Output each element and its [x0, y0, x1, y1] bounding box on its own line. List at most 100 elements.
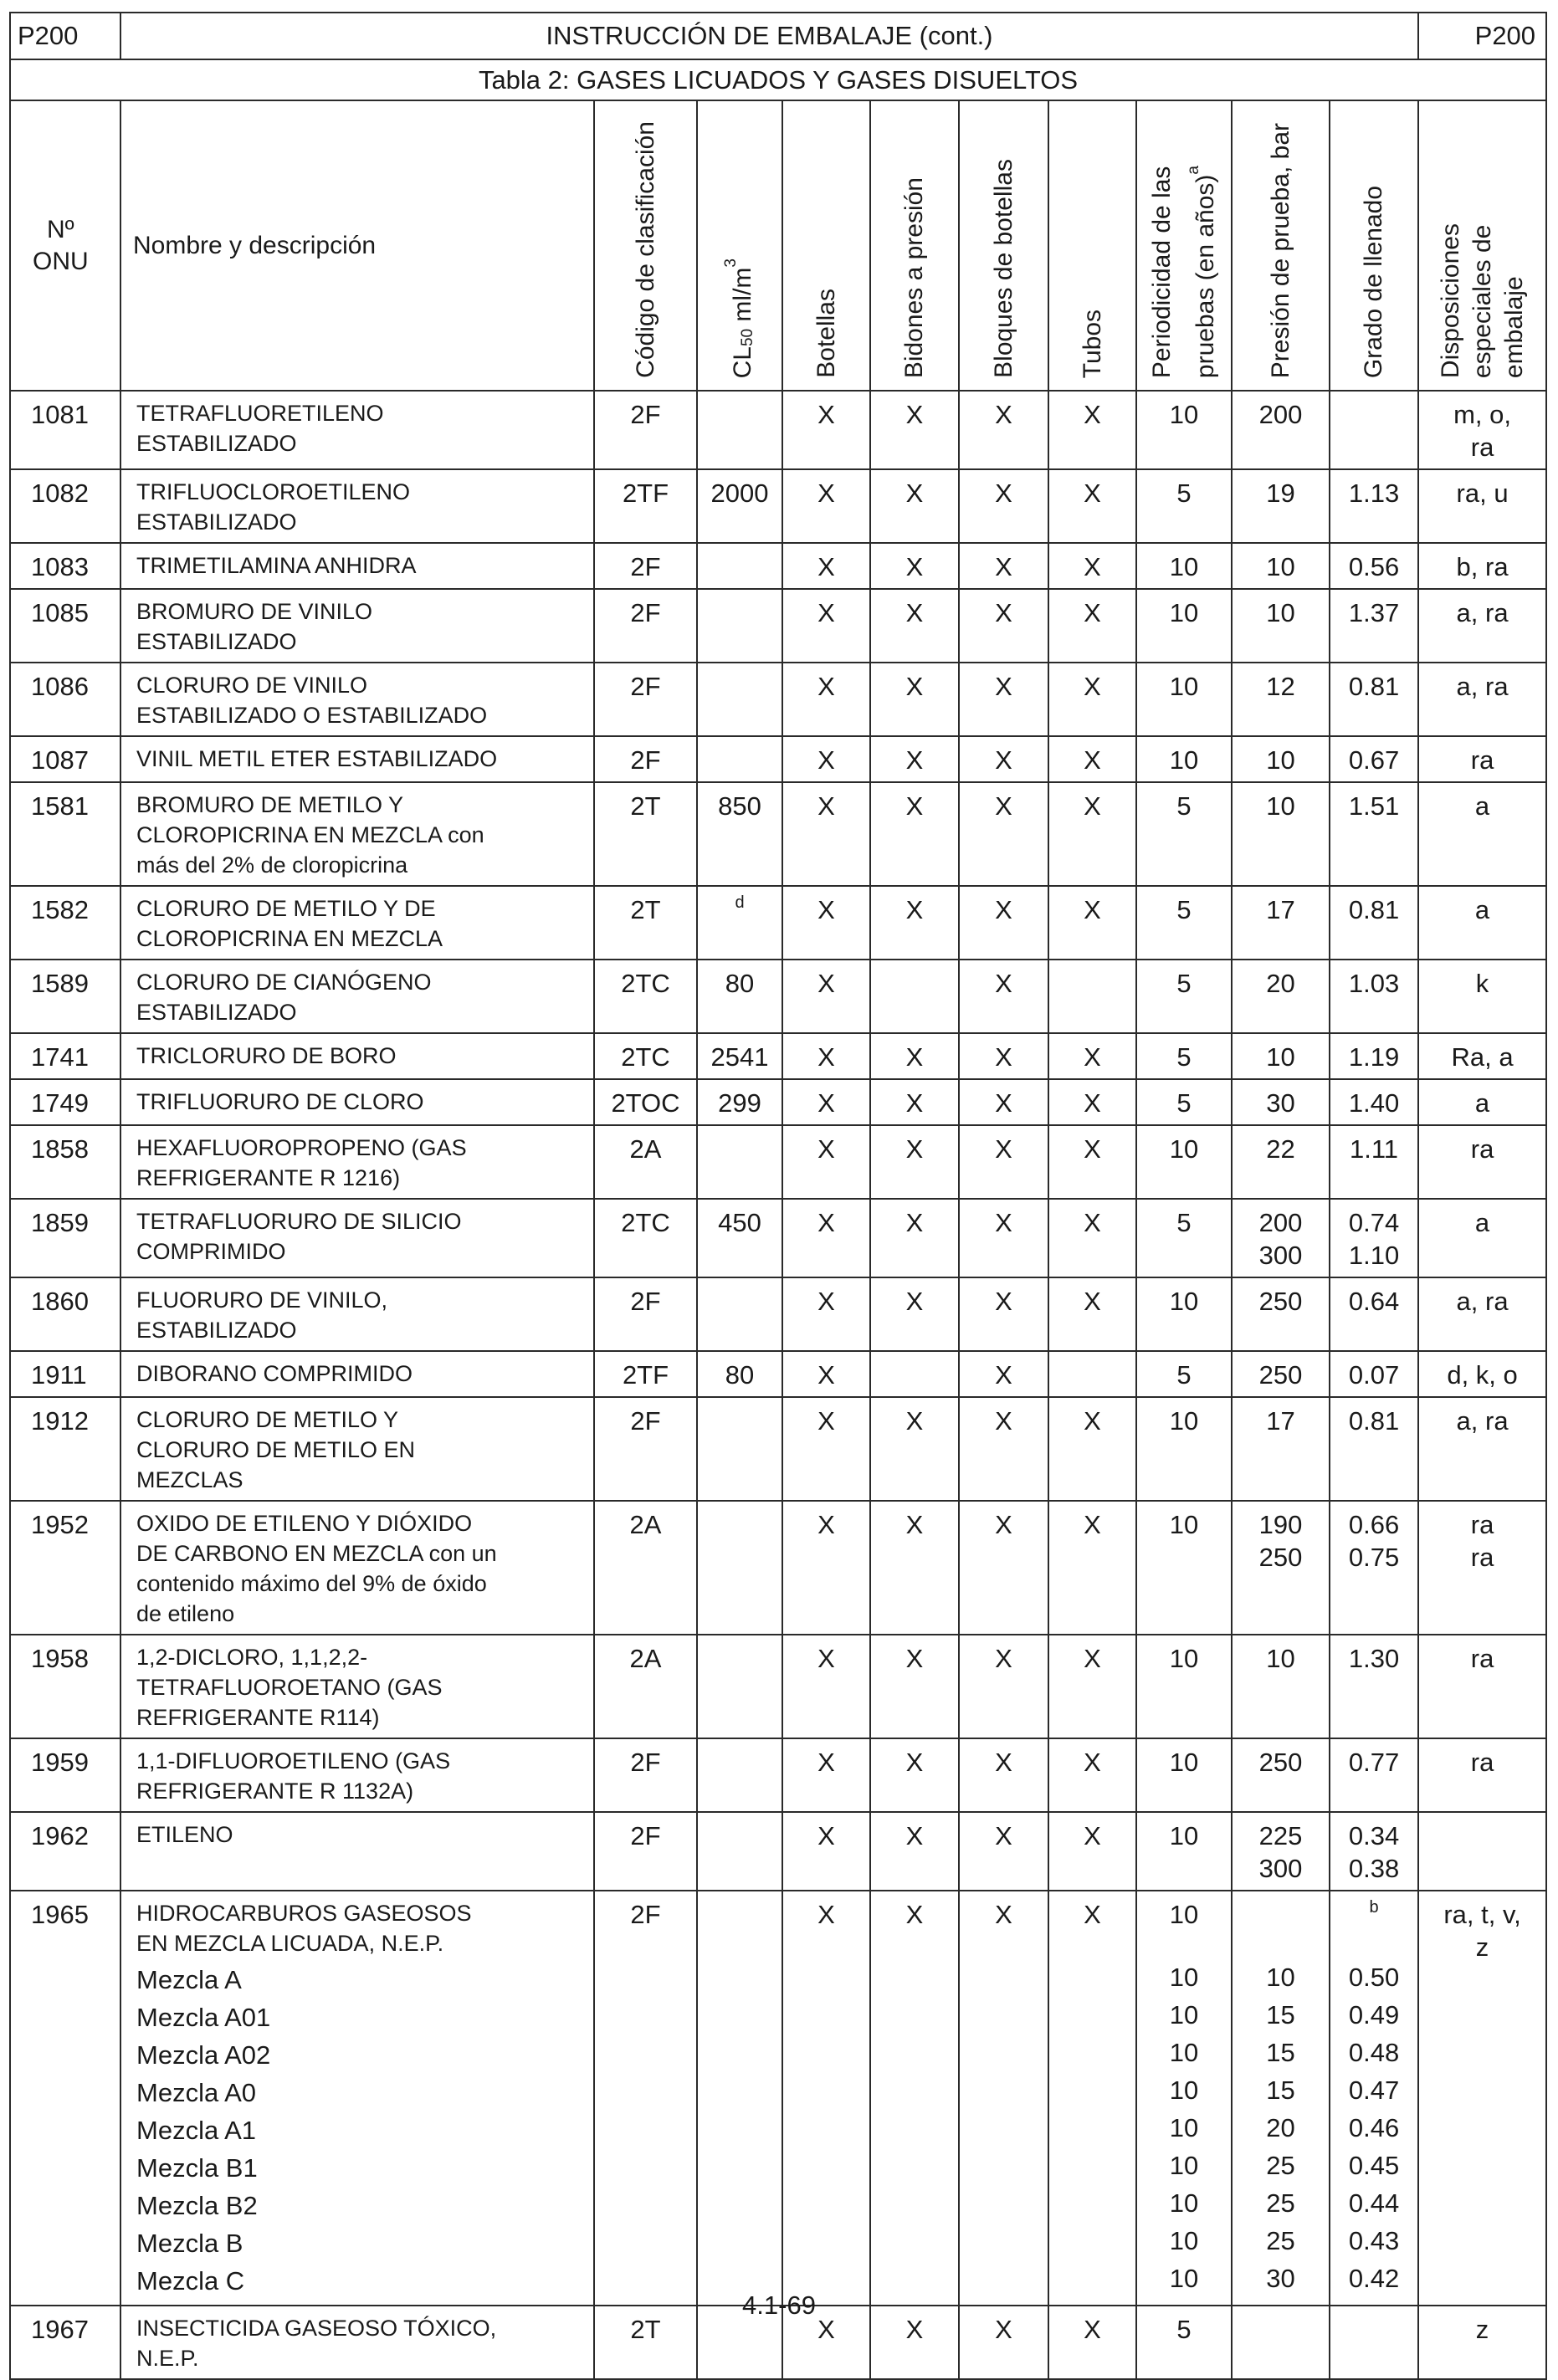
substance-name-line: REFRIGERANTE R114) — [136, 1705, 380, 1730]
mixture-test-pressure: 10 — [1266, 1963, 1295, 1992]
classification-code: 2F — [593, 542, 698, 590]
mixture-test-period: 10 — [1169, 2113, 1199, 2142]
substance-name: CLORURO DE METILO Y DE CLOROPICRINA EN ME… — [120, 885, 595, 960]
test-period: 10 — [1135, 390, 1233, 470]
mixture-filling-ratio: 0.44 — [1348, 2188, 1400, 2218]
special-provisions-value: d, k, o — [1447, 1360, 1518, 1390]
cl50-value — [696, 1811, 783, 1891]
pressure-drums-mark: X — [869, 1634, 960, 1739]
substance-name: CLORURO DE CIANÓGENO ESTABILIZADO — [120, 959, 595, 1034]
test-pressure-value: 17 — [1266, 895, 1295, 924]
substance-name: TRIFLUOCLOROETILENO ESTABILIZADO — [120, 468, 595, 544]
cl50-value — [696, 390, 783, 470]
cylinders-mark: X — [782, 1811, 871, 1891]
special-provisions-value: ra — [1470, 1644, 1494, 1673]
test-period: 10 — [1135, 1396, 1233, 1502]
test-pressure-value: 250 — [1258, 1287, 1303, 1316]
onu-number: 1965 — [9, 1890, 121, 2306]
cl50-footnote-mark: d — [735, 893, 745, 912]
substance-name-line: OXIDO DE ETILENO Y DIÓXIDO — [136, 1511, 473, 1536]
classification-code: 2A — [593, 1124, 698, 1200]
test-period: 5 — [1135, 468, 1233, 544]
test-period-value: 5 — [1176, 1088, 1192, 1118]
filling-ratio: 1.13 — [1328, 468, 1420, 544]
substance-name-line: CLORURO DE VINILO — [136, 673, 368, 698]
test-pressure: 225 300 — [1231, 1811, 1330, 1891]
test-period-value: 10 — [1169, 1900, 1199, 1929]
test-pressure: 250 — [1231, 1738, 1330, 1813]
filling-ratio: 0.34 0.38 — [1328, 1811, 1420, 1891]
test-period: 10 — [1135, 1634, 1233, 1739]
bundles-mark: X — [958, 1811, 1049, 1891]
special-provisions: ra, t, v, z — [1417, 1890, 1548, 2306]
mixture-test-pressure: 15 — [1266, 2075, 1295, 2105]
substance-name-line: HIDROCARBUROS GASEOSOS — [136, 1901, 472, 1926]
test-pressure: 10 — [1231, 588, 1330, 663]
test-pressure: 20 — [1231, 959, 1330, 1034]
bundles-mark: X — [958, 390, 1049, 470]
col-name: Nombre y descripción — [120, 100, 595, 392]
test-period: 5 — [1135, 781, 1233, 887]
table-row: 1911 DIBORANO COMPRIMIDO 2TF 80 X X 5 250 0.07 d,… — [9, 1350, 1548, 1398]
test-pressure-value: 30 — [1266, 1088, 1295, 1118]
test-period: 5 — [1135, 1078, 1233, 1126]
special-provisions: a, ra — [1417, 588, 1548, 663]
substance-name-line: CLOROPICRINA EN MEZCLA — [136, 926, 443, 951]
col-cl50: CL50 ml/m3 — [696, 100, 783, 392]
col-filling-ratio: Grado de llenado — [1328, 100, 1420, 392]
pressure-drums-mark: X — [869, 1032, 960, 1080]
test-period-value: 5 — [1176, 895, 1192, 924]
test-period-value: 10 — [1169, 745, 1199, 775]
substance-name-line: N.E.P. — [136, 2346, 199, 2371]
cl50-value: d — [696, 885, 783, 960]
classification-code: 2F — [593, 1738, 698, 1813]
substance-name-line: TRIFLUOCLOROETILENO — [136, 479, 411, 504]
special-provisions-value: a, ra — [1456, 672, 1509, 701]
test-period-value: 10 — [1169, 1510, 1199, 1539]
table-row: 1083 TRIMETILAMINA ANHIDRA 2F X X X X 10 10 0.56 b… — [9, 542, 1548, 590]
special-provisions-value: z — [1475, 1932, 1489, 1962]
cylinders-mark: X — [782, 1198, 871, 1278]
pressure-drums-mark — [869, 959, 960, 1034]
test-pressure-value: 10 — [1266, 745, 1295, 775]
table-row: 1749 TRIFLUORURO DE CLORO 2TOC 299 X X X X 5 30 1.… — [9, 1078, 1548, 1126]
mixture-name: Mezcla A01 — [136, 2003, 271, 2032]
cylinders-mark: X — [782, 1634, 871, 1739]
header-title: INSTRUCCIÓN DE EMBALAJE (cont.) — [119, 12, 1420, 60]
special-provisions: ra, u — [1417, 468, 1548, 544]
tubes-mark: X — [1048, 1198, 1137, 1278]
special-provisions: a — [1417, 1198, 1548, 1278]
tubes-mark: X — [1048, 885, 1137, 960]
test-pressure: 17 — [1231, 1396, 1330, 1502]
tubes-mark: X — [1048, 1500, 1137, 1635]
special-provisions-value: a — [1474, 1208, 1490, 1237]
table-title: Tabla 2: GASES LICUADOS Y GASES DISUELTO… — [8, 59, 1548, 101]
special-provisions: a — [1417, 1078, 1548, 1126]
special-provisions: ra — [1417, 1634, 1548, 1739]
test-pressure: 22 — [1231, 1124, 1330, 1200]
substance-name-line: TETRAFLUOROETANO (GAS — [136, 1675, 443, 1700]
special-provisions: ra ra — [1417, 1500, 1548, 1635]
cl50-value — [696, 1738, 783, 1813]
test-pressure: 250 — [1231, 1350, 1330, 1398]
test-period-value: 10 — [1169, 598, 1199, 627]
special-provisions-value: k — [1475, 969, 1489, 998]
substance-name-line: TETRAFLUORETILENO — [136, 401, 384, 426]
classification-code: 2TC — [593, 959, 698, 1034]
substance-name-line: TRIMETILAMINA ANHIDRA — [136, 553, 417, 578]
classification-code: 2F — [593, 735, 698, 783]
test-period: 10 — [1135, 542, 1233, 590]
classification-code: 2F — [593, 1396, 698, 1502]
mixture-test-period: 10 — [1169, 2264, 1199, 2293]
test-pressure-value: 10 — [1266, 598, 1295, 627]
special-provisions-value: a — [1474, 895, 1490, 924]
pressure-drums-mark: X — [869, 1277, 960, 1352]
substance-name: CLORURO DE VINILO ESTABILIZADO O ESTABILI… — [120, 662, 595, 737]
cylinders-mark: X — [782, 542, 871, 590]
tubes-mark: X — [1048, 1277, 1137, 1352]
test-pressure: 10 — [1231, 1032, 1330, 1080]
column-header-row: Nº ONU Nombre y descripción Código de cl… — [9, 100, 1548, 392]
pressure-drums-mark — [869, 1350, 960, 1398]
pressure-drums-mark: X — [869, 542, 960, 590]
pressure-drums-mark: X — [869, 1738, 960, 1813]
